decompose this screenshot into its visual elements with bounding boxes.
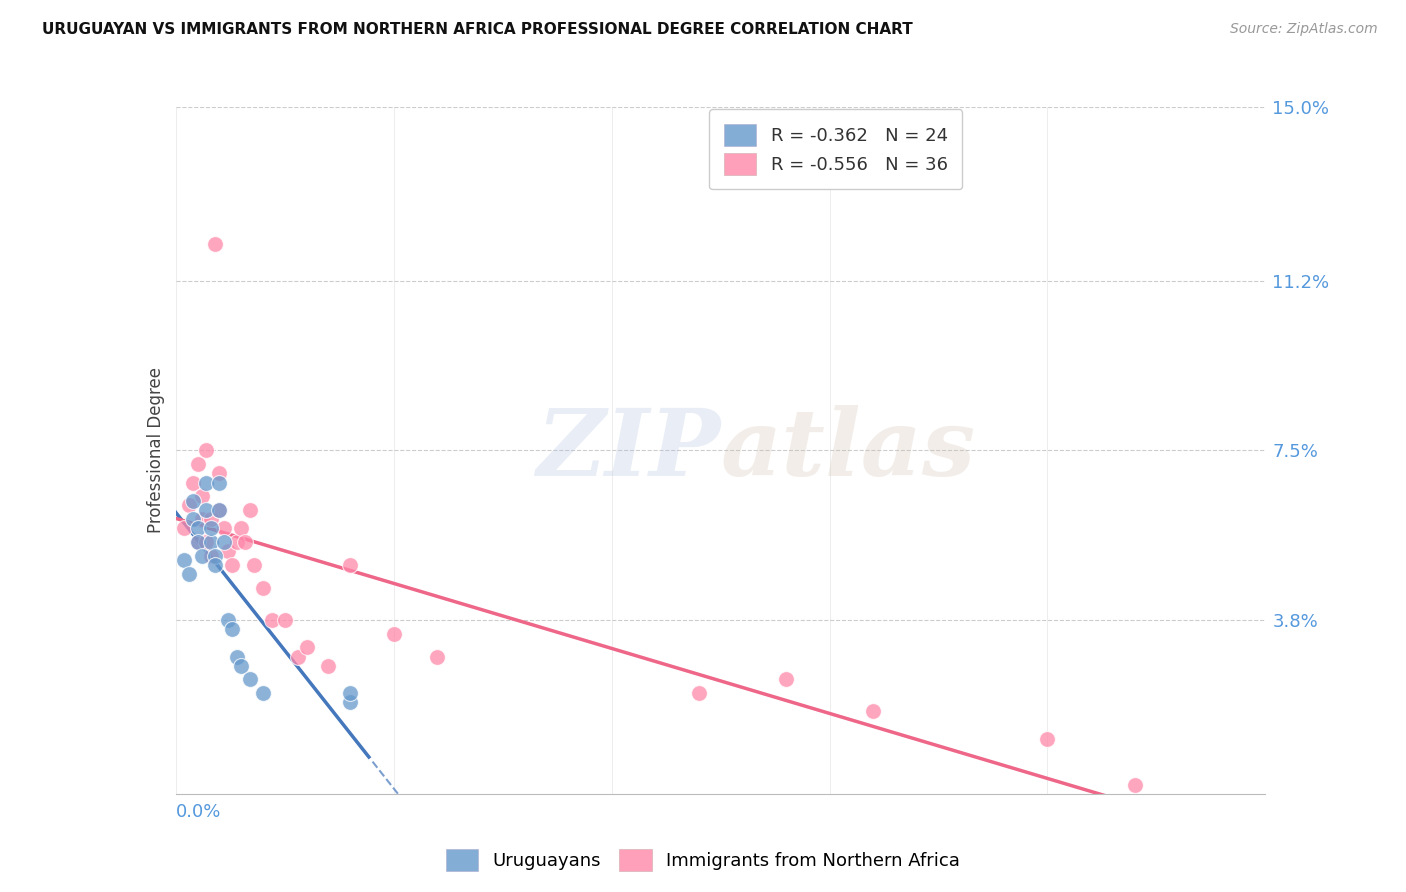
Point xyxy=(295,640,318,655)
Y-axis label: Professional Degree: Professional Degree xyxy=(146,368,165,533)
Point xyxy=(204,549,226,563)
Point xyxy=(181,512,204,526)
Point xyxy=(204,558,226,572)
Legend: Uruguayans, Immigrants from Northern Africa: Uruguayans, Immigrants from Northern Afr… xyxy=(439,842,967,879)
Point xyxy=(200,535,222,549)
Point xyxy=(382,626,405,640)
Text: 0.0%: 0.0% xyxy=(176,803,221,821)
Point xyxy=(426,649,449,664)
Point xyxy=(252,686,274,700)
Text: ZIP: ZIP xyxy=(536,406,721,495)
Point xyxy=(195,475,218,490)
Point xyxy=(239,503,262,517)
Point xyxy=(200,549,222,563)
Point xyxy=(239,673,262,687)
Point xyxy=(191,549,214,563)
Point xyxy=(688,686,710,700)
Point xyxy=(775,673,797,687)
Point xyxy=(186,535,209,549)
Point xyxy=(195,443,218,458)
Point xyxy=(235,535,257,549)
Point xyxy=(186,457,209,471)
Point xyxy=(217,613,239,627)
Point xyxy=(191,489,214,503)
Point xyxy=(243,558,266,572)
Point xyxy=(252,581,274,595)
Point xyxy=(318,658,340,673)
Point xyxy=(181,493,204,508)
Legend: R = -0.362   N = 24, R = -0.556   N = 36: R = -0.362 N = 24, R = -0.556 N = 36 xyxy=(709,109,962,189)
Point xyxy=(186,521,209,535)
Point xyxy=(212,521,235,535)
Point xyxy=(195,503,218,517)
Point xyxy=(225,649,247,664)
Point xyxy=(212,535,235,549)
Point xyxy=(339,695,361,709)
Point xyxy=(231,521,253,535)
Point xyxy=(274,613,297,627)
Point xyxy=(208,475,231,490)
Point xyxy=(173,553,195,567)
Point xyxy=(191,512,214,526)
Point xyxy=(204,237,226,252)
Point xyxy=(1123,778,1146,792)
Point xyxy=(862,705,884,719)
Point xyxy=(186,535,209,549)
Point xyxy=(287,649,309,664)
Point xyxy=(177,567,200,582)
Text: Source: ZipAtlas.com: Source: ZipAtlas.com xyxy=(1230,22,1378,37)
Point xyxy=(260,613,283,627)
Point xyxy=(221,558,243,572)
Point xyxy=(195,535,218,549)
Point xyxy=(208,503,231,517)
Point xyxy=(339,686,361,700)
Point xyxy=(225,535,247,549)
Point xyxy=(221,622,243,636)
Point xyxy=(231,658,253,673)
Point xyxy=(208,467,231,481)
Point xyxy=(173,521,195,535)
Point xyxy=(181,475,204,490)
Point xyxy=(200,512,222,526)
Point xyxy=(217,544,239,558)
Text: atlas: atlas xyxy=(721,406,976,495)
Point xyxy=(1036,731,1059,746)
Point xyxy=(208,503,231,517)
Point xyxy=(339,558,361,572)
Point xyxy=(177,499,200,513)
Point xyxy=(200,521,222,535)
Text: URUGUAYAN VS IMMIGRANTS FROM NORTHERN AFRICA PROFESSIONAL DEGREE CORRELATION CHA: URUGUAYAN VS IMMIGRANTS FROM NORTHERN AF… xyxy=(42,22,912,37)
